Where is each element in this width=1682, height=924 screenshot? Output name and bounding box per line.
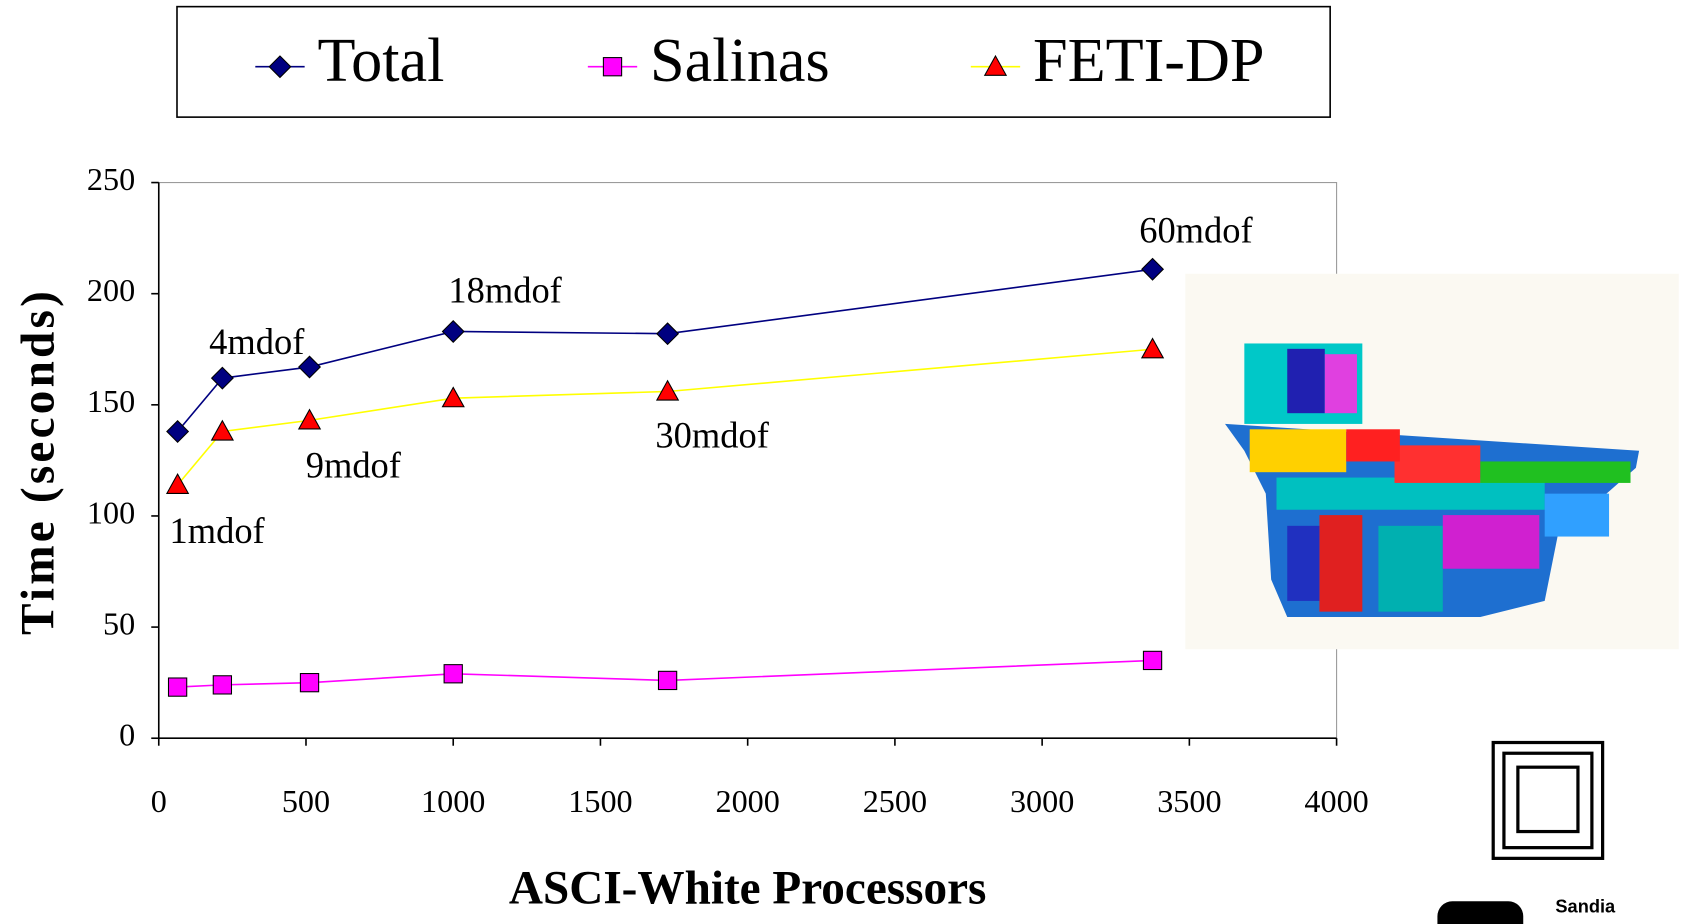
series-line	[178, 269, 1153, 431]
x-tick-label: 3500	[1157, 783, 1221, 819]
cu-logo	[1493, 743, 1602, 859]
chart: ASCI-White Processors Time (seconds) San…	[0, 0, 1682, 924]
x-tick-label: 1500	[568, 783, 632, 819]
marker	[1142, 259, 1163, 280]
marker	[212, 367, 233, 388]
x-tick-label: 500	[282, 783, 330, 819]
y-tick-label: 250	[87, 161, 135, 197]
legend-label: FETI-DP	[1033, 27, 1265, 95]
x-axis-title: ASCI-White Processors	[509, 863, 987, 915]
marker	[213, 676, 231, 694]
x-tick-label: 3000	[1010, 783, 1074, 819]
marker	[442, 387, 463, 406]
y-tick-label: 200	[87, 272, 135, 308]
x-tick-label: 2000	[716, 783, 780, 819]
y-axis-title: Time (seconds)	[13, 288, 65, 635]
annotation: 4mdof	[209, 322, 305, 362]
x-tick-label: 1000	[421, 783, 485, 819]
x-tick-label: 0	[151, 783, 167, 819]
marker	[1142, 339, 1163, 358]
x-tick-label: 4000	[1304, 783, 1368, 819]
marker	[1143, 651, 1161, 669]
ship-image	[1185, 274, 1678, 649]
marker	[442, 321, 463, 342]
annotation: 30mdof	[655, 415, 769, 455]
annotation: 18mdof	[448, 270, 562, 310]
annotation: 1mdof	[169, 511, 265, 551]
sandia-logo	[1437, 901, 1523, 924]
marker	[658, 671, 676, 689]
y-tick-label: 150	[87, 383, 135, 419]
legend-label: Total	[318, 27, 445, 95]
y-tick-label: 50	[103, 605, 135, 641]
y-tick-label: 0	[119, 717, 135, 753]
marker	[168, 678, 186, 696]
annotation: 60mdof	[1139, 210, 1253, 250]
marker	[167, 421, 188, 442]
x-tick-label: 2500	[863, 783, 927, 819]
legend-label: Salinas	[650, 27, 830, 95]
marker	[444, 665, 462, 683]
sandia-text: Sandia	[1555, 896, 1616, 917]
marker	[300, 674, 318, 692]
marker	[657, 323, 678, 344]
y-tick-label: 100	[87, 494, 135, 530]
marker	[603, 58, 621, 76]
annotation: 9mdof	[306, 445, 402, 485]
